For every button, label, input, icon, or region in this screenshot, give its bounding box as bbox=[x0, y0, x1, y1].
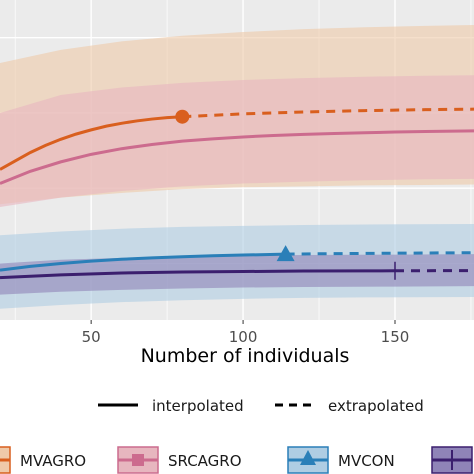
legend-key-mvcon bbox=[287, 446, 329, 474]
legend-label-mvcon: MVCON bbox=[338, 452, 395, 470]
x-axis: 50 100 150 bbox=[82, 320, 410, 346]
x-tick-label: 100 bbox=[229, 328, 258, 346]
legend-label-mvagro: MVAGRO bbox=[20, 452, 86, 470]
series-lines bbox=[0, 107, 474, 280]
confidence-bands bbox=[0, 24, 474, 309]
line-interpolated-srcagro bbox=[0, 129, 474, 185]
line-interpolated-mvagro bbox=[0, 115, 183, 171]
legend-key-mvcon2 bbox=[431, 446, 473, 474]
line-extrapolated-mvagro bbox=[182, 107, 474, 119]
line-interpolated-mvcon bbox=[0, 252, 286, 272]
legend-label-srcagro: SRCAGRO bbox=[168, 452, 242, 470]
marker-mvcon bbox=[276, 245, 295, 262]
x-axis-title: Number of individuals bbox=[141, 345, 350, 367]
band-srcagro bbox=[0, 75, 474, 208]
legend-label-interpolated: interpolated bbox=[152, 397, 244, 415]
x-tick-label: 150 bbox=[381, 328, 410, 346]
line-extrapolated-mvcon bbox=[285, 251, 474, 256]
line-interpolated-mvcon2 bbox=[0, 269, 396, 280]
legend-key-mvagro bbox=[0, 446, 11, 474]
legend-label-extrapolated: extrapolated bbox=[328, 397, 424, 415]
series-legend: MVAGRO SRCAGRO MVCON bbox=[0, 446, 473, 474]
marker-mvagro bbox=[175, 109, 190, 124]
observed-markers bbox=[175, 109, 396, 280]
band-mvcon2 bbox=[0, 254, 474, 295]
legend-key-srcagro bbox=[117, 446, 159, 474]
x-tick-label: 50 bbox=[82, 328, 101, 346]
linetype-legend: interpolated extrapolated bbox=[98, 397, 424, 415]
